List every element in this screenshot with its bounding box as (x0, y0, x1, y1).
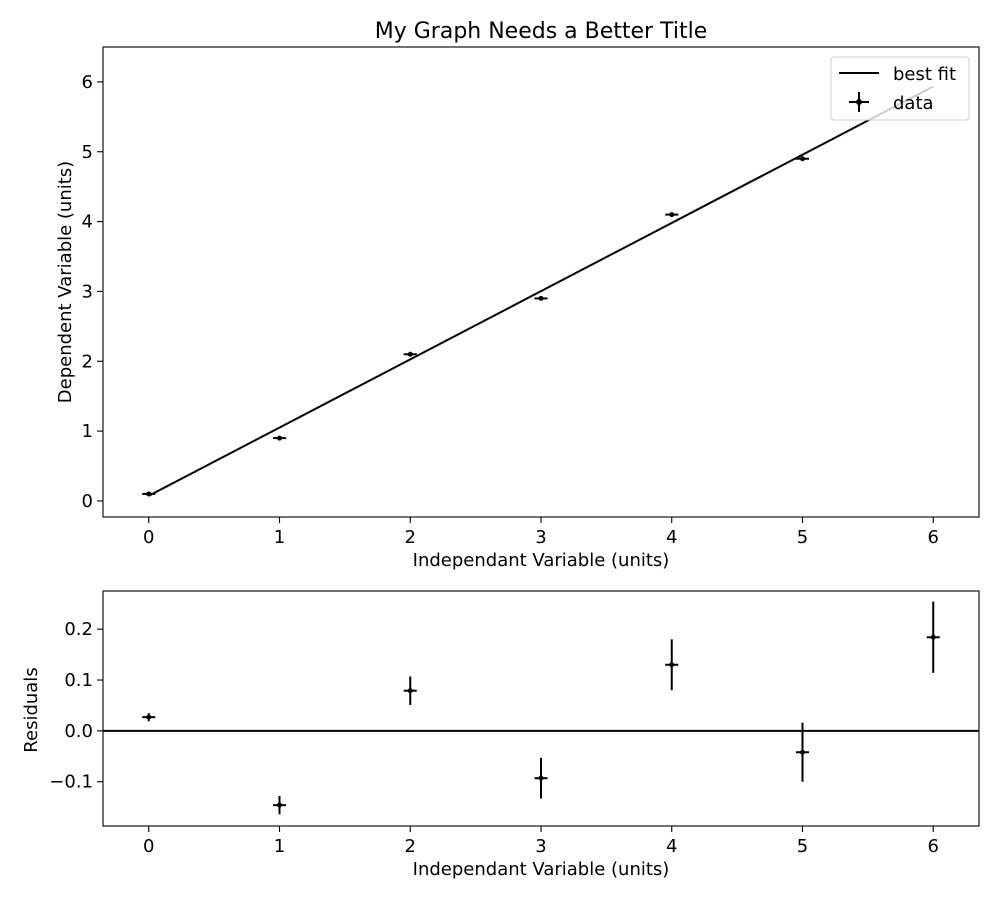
legend: best fit data (830, 56, 970, 121)
data-marker (669, 662, 675, 668)
residuals-x-tick-label: 2 (405, 836, 416, 857)
data-marker (277, 802, 283, 808)
main-y-tick-label: 5 (82, 142, 93, 163)
residuals-data-point (403, 676, 417, 705)
residuals-y-tick-label: 0.2 (64, 619, 93, 640)
residuals-y-tick-label: −0.1 (49, 772, 93, 793)
residuals-x-tick-label: 6 (928, 836, 939, 857)
data-marker (407, 688, 413, 694)
main-data-point (272, 435, 287, 441)
main-y-tick-label: 6 (82, 72, 93, 93)
main-x-tick-label: 4 (666, 527, 677, 548)
main-y-tick-label: 3 (82, 281, 93, 302)
residuals-data-point (926, 601, 940, 673)
main-data-point (403, 351, 417, 357)
residuals-x-axis-label: Independant Variable (units) (413, 859, 670, 880)
data-marker (930, 634, 936, 640)
residuals-plot: 0 1 2 3 4 5 6 −0.1 0.0 0.1 0.2 Independant Variabl… (21, 590, 980, 880)
residuals-y-tick-label: 0.1 (64, 670, 93, 691)
main-marks (142, 85, 934, 497)
main-data-point (795, 156, 810, 162)
data-marker (538, 295, 544, 301)
legend-best-fit-label: best fit (893, 64, 956, 85)
residuals-x-tick-label: 3 (535, 836, 546, 857)
main-x-tick-label: 1 (274, 527, 285, 548)
main-x-tick-label: 3 (535, 527, 546, 548)
residuals-data-point (534, 757, 548, 799)
data-marker (669, 212, 675, 218)
main-y-tick-label: 4 (82, 212, 93, 233)
main-y-axis-label: Dependent Variable (units) (55, 161, 76, 403)
residuals-x-tick-label: 5 (797, 836, 808, 857)
main-x-tick-label: 0 (143, 527, 154, 548)
data-marker (146, 714, 152, 720)
main-x-tick-label: 5 (797, 527, 808, 548)
data-marker (799, 749, 805, 755)
data-marker (277, 435, 283, 441)
data-marker (407, 351, 413, 357)
data-marker (799, 156, 805, 162)
residuals-x-tick-label: 0 (143, 836, 154, 857)
main-x-tick-label: 6 (928, 527, 939, 548)
residuals-marks (103, 601, 979, 815)
main-y-tick-label: 1 (82, 421, 93, 442)
main-y-tick-label: 0 (82, 491, 93, 512)
main-ticks: 0 1 2 3 4 5 6 0 1 2 3 4 5 6 (82, 72, 939, 548)
legend-data-label: data (893, 93, 934, 114)
main-plot: My Graph Needs a Better Title 0 1 2 3 4 5 6 0 1 2… (55, 19, 980, 571)
main-y-tick-label: 2 (82, 351, 93, 372)
residuals-axes-frame (102, 590, 980, 827)
residuals-ticks: 0 1 2 3 4 5 6 −0.1 0.0 0.1 0.2 (49, 619, 939, 857)
residuals-data-point (272, 795, 287, 815)
residuals-data-point (665, 639, 679, 691)
main-data-point (534, 295, 548, 301)
residuals-y-tick-label: 0.0 (64, 721, 93, 742)
main-x-axis-label: Independant Variable (units) (413, 550, 670, 571)
main-x-tick-label: 2 (405, 527, 416, 548)
main-data-point (665, 212, 679, 218)
residuals-data-point (142, 713, 156, 722)
data-marker (538, 775, 544, 781)
residuals-x-tick-label: 1 (274, 836, 285, 857)
best-fit-line (148, 85, 934, 497)
legend-data-swatch-marker (856, 99, 862, 105)
residuals-x-tick-label: 4 (666, 836, 677, 857)
residuals-y-axis-label: Residuals (21, 667, 42, 752)
chart-title: My Graph Needs a Better Title (375, 19, 708, 44)
main-axes-frame (102, 46, 980, 518)
residuals-data-point (795, 722, 810, 782)
